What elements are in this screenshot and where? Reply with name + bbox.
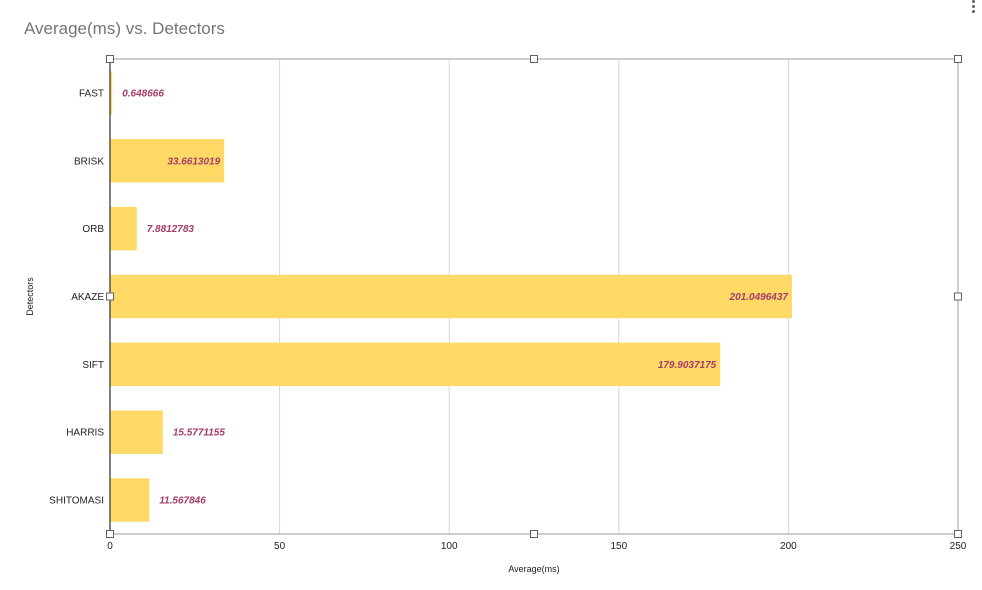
x-tick-label: 0 [107,541,113,552]
y-axis-tick-labels: FAST BRISK ORB AKAZE SIFT HARRIS SHITOMASI [49,88,104,506]
y-tick-label: FAST [79,88,104,99]
x-axis-title: Average(ms) [508,564,559,574]
bar-shitomasi[interactable] [110,478,150,522]
data-labels: 0.648666 33.6613019 7.8812783 201.0496437 17… [122,88,788,506]
data-label-harris: 15.5771155 [173,428,226,439]
y-axis-title: Detectors [25,277,35,316]
resize-handle[interactable] [106,55,114,63]
y-tick-label: HARRIS [66,428,104,439]
resize-handle[interactable] [106,530,114,538]
resize-handle[interactable] [954,292,962,301]
resize-handle[interactable] [530,530,538,538]
data-label-akaze: 201.0496437 [729,292,789,303]
x-tick-label: 100 [441,541,458,552]
x-tick-label: 250 [950,541,967,552]
bar-orb[interactable] [110,206,137,251]
resize-handle[interactable] [106,292,114,301]
x-tick-label: 150 [610,541,627,552]
y-tick-label: BRISK [74,156,104,167]
bar-sift[interactable] [110,342,721,387]
data-label-sift: 179.9037175 [658,360,717,371]
x-axis-tick-labels: 0 50 100 150 200 250 [107,541,967,552]
y-tick-label: AKAZE [71,292,104,303]
data-label-fast: 0.648666 [122,88,164,99]
data-label-orb: 7.8812783 [147,224,195,235]
x-tick-label: 200 [780,541,797,552]
y-tick-label: ORB [82,224,104,235]
bar-harris[interactable] [110,410,163,454]
plot-frame [106,55,962,538]
resize-handle[interactable] [954,55,962,63]
chart-title: Average(ms) vs. Detectors [24,19,225,38]
resize-handle[interactable] [530,55,538,63]
bar-fast[interactable] [110,71,113,115]
bar-akaze[interactable] [110,274,792,319]
data-label-shitomasi: 11.567846 [159,496,206,507]
x-tick-label: 50 [274,541,286,552]
data-label-brisk: 33.6613019 [167,156,220,167]
bars [110,71,792,522]
resize-handle[interactable] [954,530,962,538]
y-tick-label: SIFT [82,360,104,371]
more-options-icon[interactable] [968,0,978,14]
bar-brisk[interactable] [110,139,225,183]
y-tick-label: SHITOMASI [49,496,104,507]
